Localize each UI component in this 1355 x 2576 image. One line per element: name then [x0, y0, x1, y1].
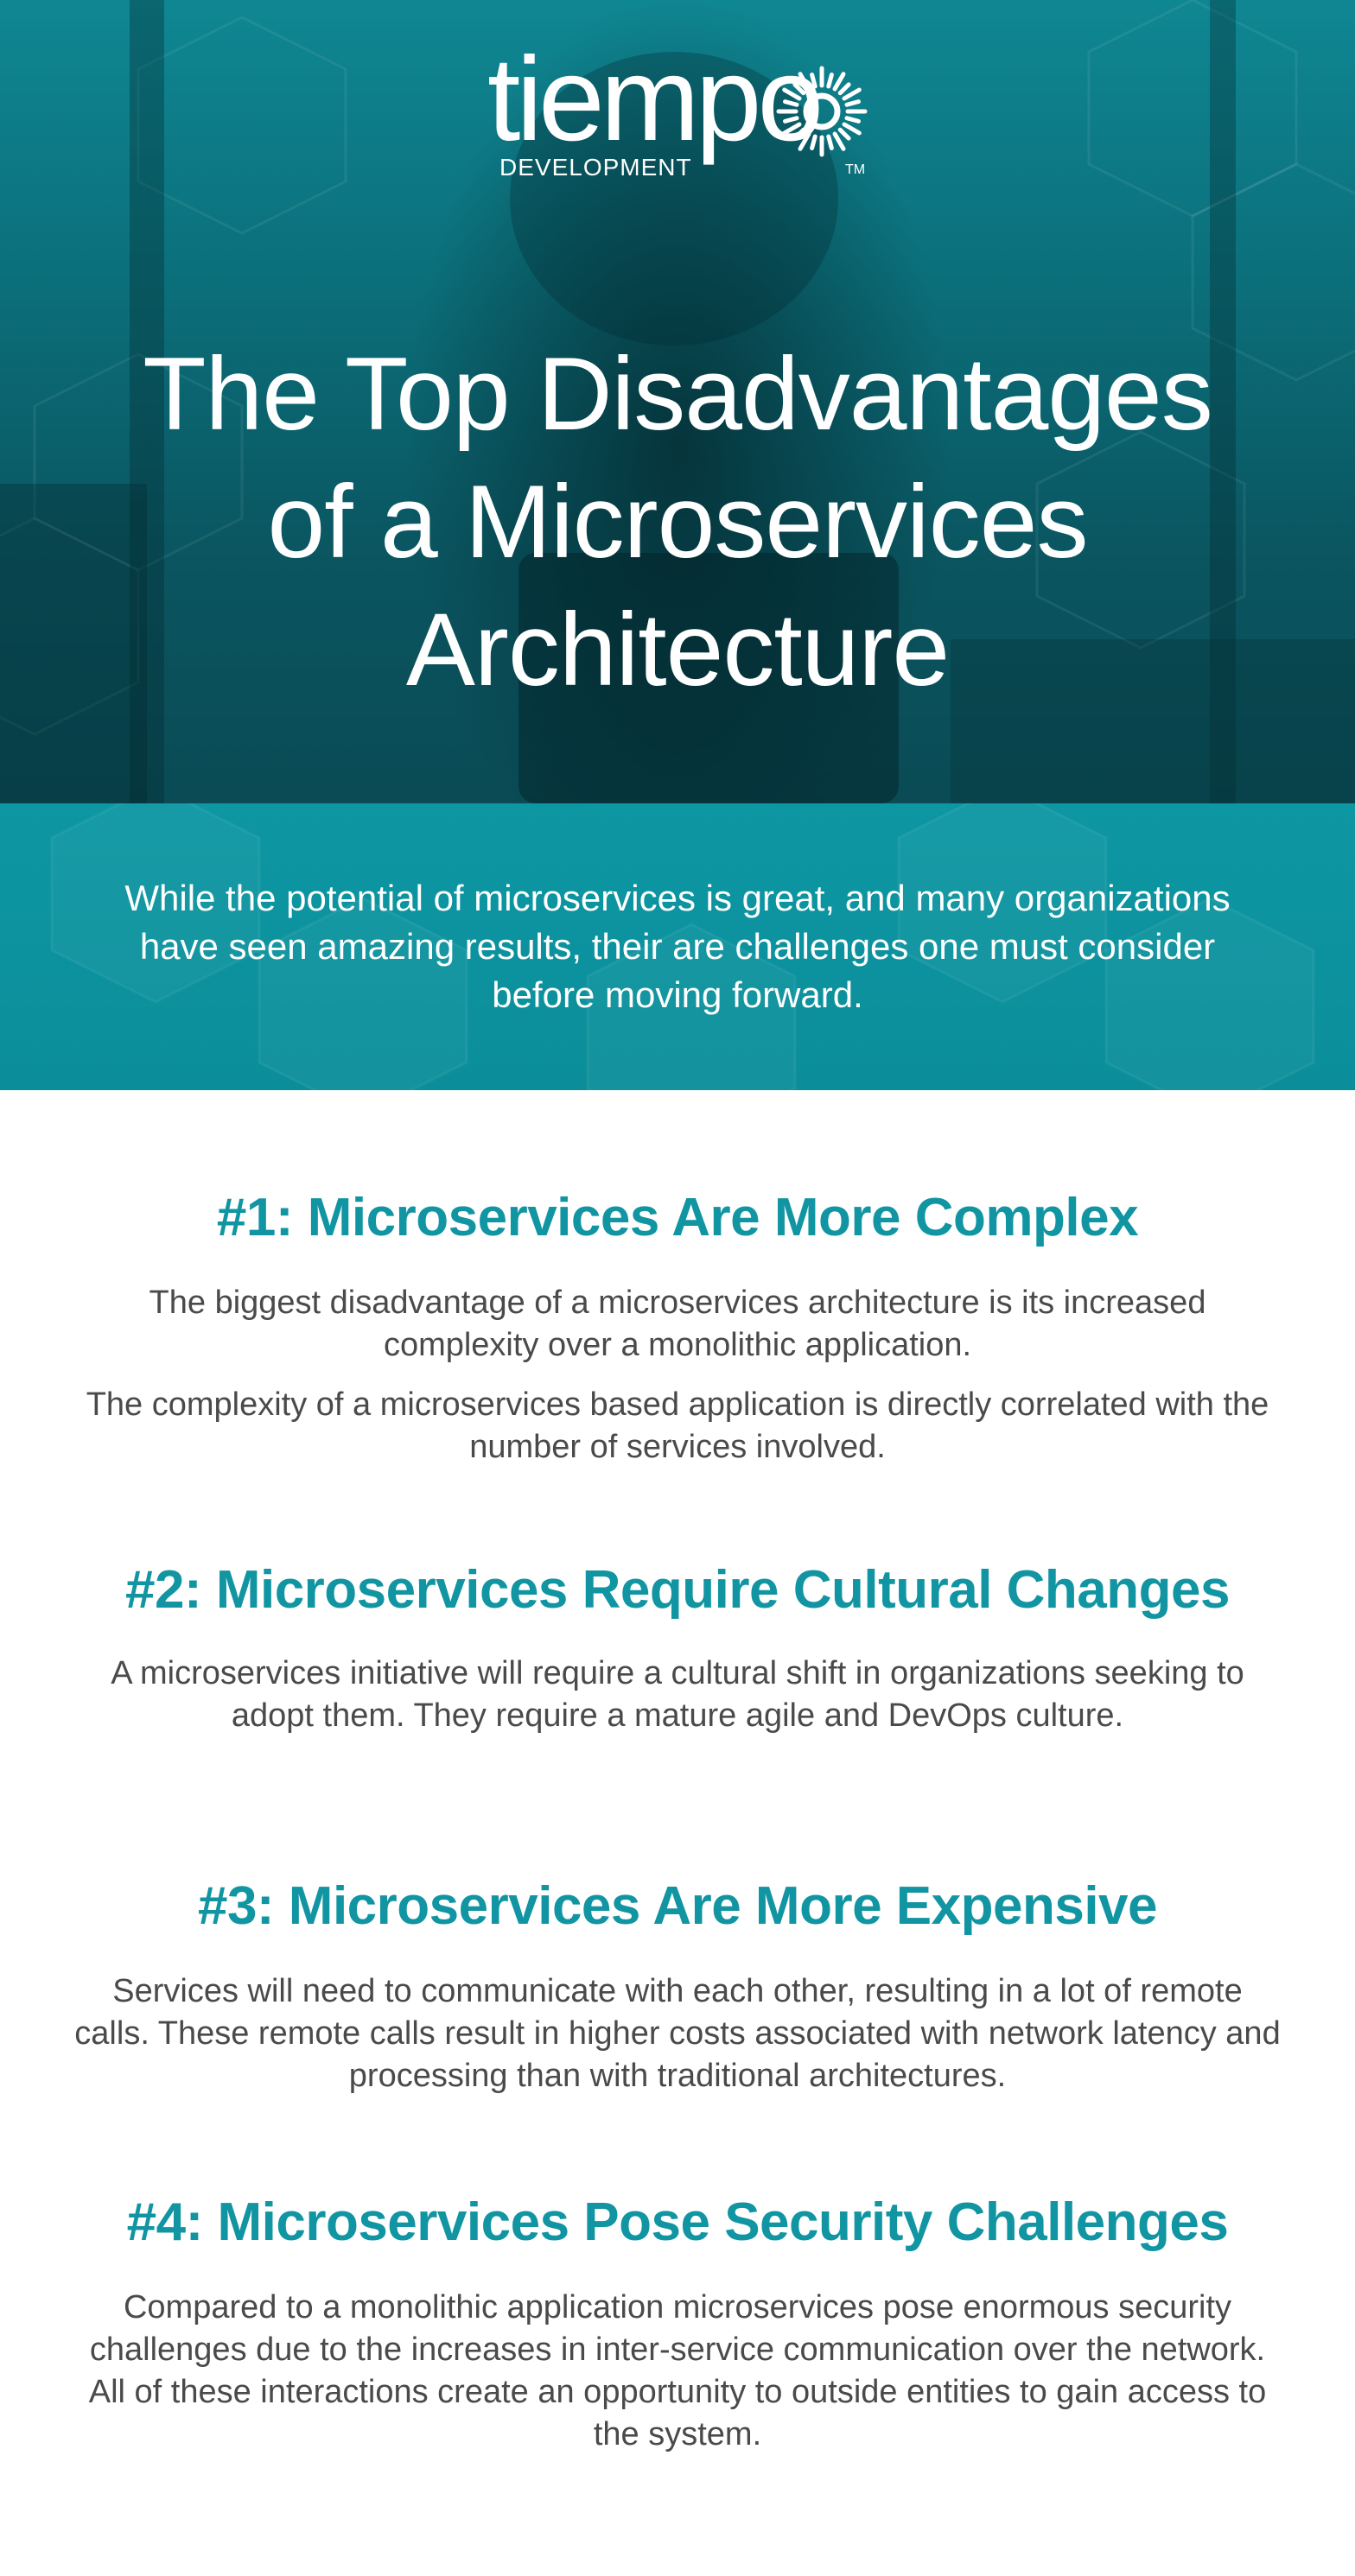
logo-tick: [782, 87, 802, 101]
logo-tick: [837, 82, 851, 96]
logo-tick: [832, 72, 846, 92]
logo-tick: [782, 116, 799, 124]
logo-tick: [792, 82, 806, 96]
intro-band: While the potential of microservices is …: [0, 803, 1355, 1090]
intro-text: While the potential of microservices is …: [124, 878, 1231, 1015]
title-line: The Top Disadvantages: [143, 336, 1213, 452]
disadvantage-section: #2: Microservices Require Cultural Chang…: [73, 1556, 1282, 1737]
logo-tick: [810, 134, 817, 151]
logo-tick: [837, 127, 851, 141]
hero-background-image: [0, 0, 1355, 803]
logo-tick: [798, 72, 811, 92]
logo-tick: [782, 99, 799, 107]
section-paragraph: The biggest disadvantage of a microservi…: [149, 1285, 1206, 1363]
logo-tick: [842, 122, 862, 136]
logo-tick: [842, 87, 862, 101]
logo-tick: [844, 116, 862, 124]
disadvantage-section: #3: Microservices Are More Expensive Ser…: [73, 1872, 1282, 2097]
title-line: of a Microservices: [267, 464, 1089, 580]
logo-trademark: TM: [845, 162, 866, 177]
section-heading: #3: Microservices Are More Expensive: [197, 1876, 1158, 1936]
logo-tick: [798, 131, 811, 151]
logo-wordmark: tiempo: [487, 33, 824, 166]
logo-tick: [826, 72, 834, 89]
logo-subtitle: DEVELOPMENT: [499, 154, 692, 181]
logo-tick: [782, 122, 802, 136]
logo-tick: [832, 131, 846, 151]
disadvantage-section: #1: Microservices Are More Complex The b…: [73, 1183, 1282, 1469]
hexagon-pattern: [50, 803, 1315, 1090]
title-line: Architecture: [405, 592, 950, 707]
logo-tick: [826, 134, 834, 151]
logo-tick: [792, 127, 806, 141]
section-heading: #2: Microservices Require Cultural Chang…: [124, 1560, 1231, 1620]
section-paragraph: Services will need to communicate with e…: [74, 1973, 1281, 2094]
clock-burst-icon: [776, 66, 868, 157]
section-paragraph: The complexity of a microservices based …: [86, 1386, 1269, 1465]
logo-tick: [810, 72, 817, 89]
hero-banner: tiempo DEVELOPMENT TM The Top Disadvanta…: [0, 0, 1355, 803]
section-paragraph: Compared to a monolithic application mic…: [88, 2289, 1267, 2452]
section-heading: #4: Microservices Pose Security Challeng…: [126, 2192, 1229, 2252]
section-heading: #1: Microservices Are More Complex: [216, 1188, 1139, 1247]
page-title: The Top Disadvantages of a Microservices…: [73, 330, 1282, 714]
disadvantage-section: #4: Microservices Pose Security Challeng…: [73, 2188, 1282, 2456]
section-paragraph: A microservices initiative will require …: [111, 1655, 1244, 1734]
tiempo-logo: tiempo DEVELOPMENT TM: [484, 40, 881, 185]
logo-tick: [844, 99, 862, 107]
